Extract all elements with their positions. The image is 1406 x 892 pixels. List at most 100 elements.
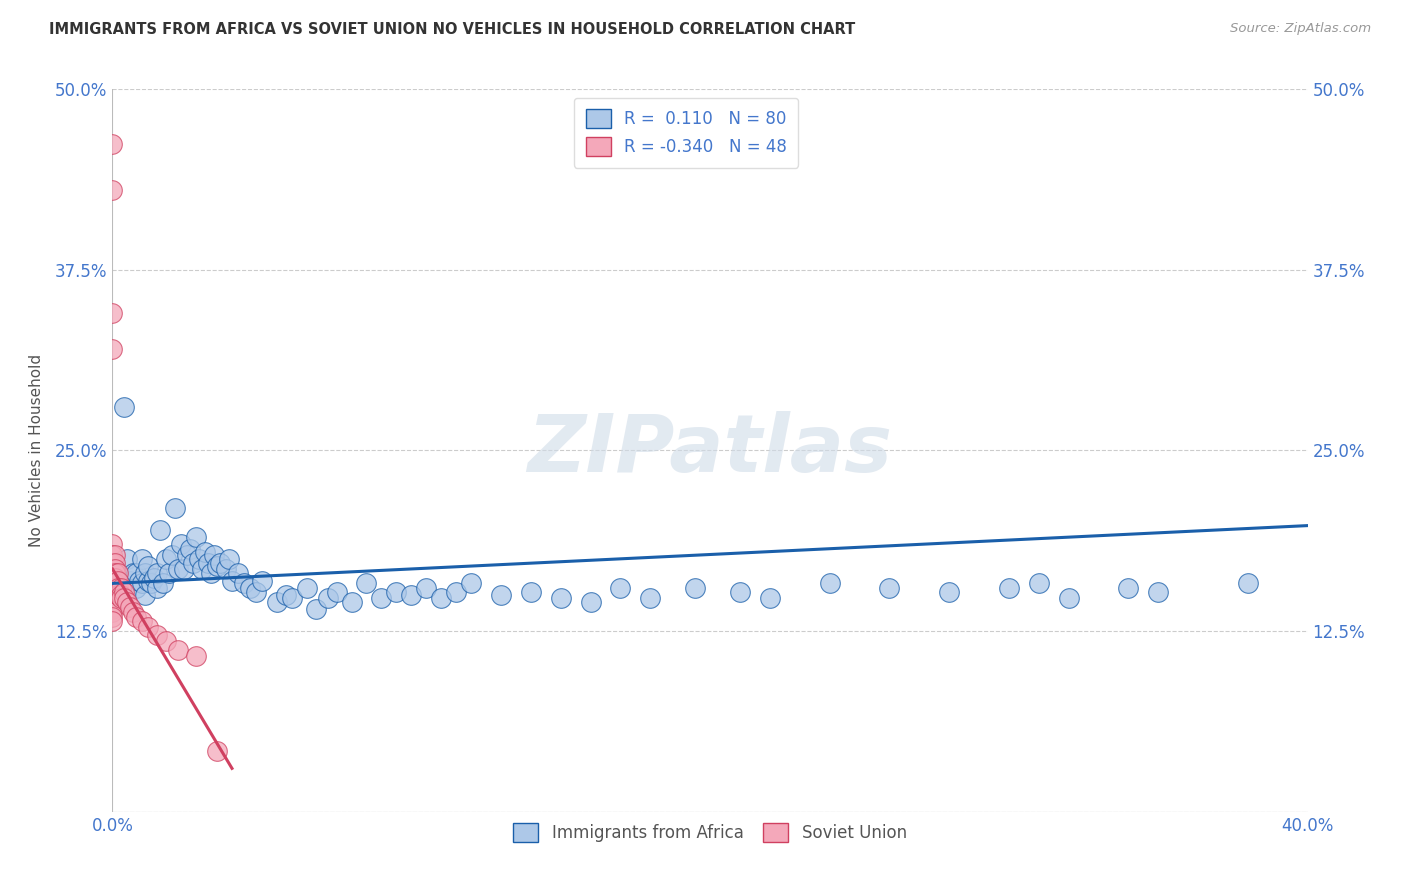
Point [998, 581, 1021, 595]
Point [101, 581, 124, 595]
Point [101, 595, 124, 609]
Point [1057, 591, 1080, 605]
Point [101, 614, 124, 628]
Point [430, 591, 453, 605]
Point [460, 576, 482, 591]
Point [205, 744, 228, 758]
Point [107, 566, 129, 581]
Point [173, 562, 195, 576]
Point [281, 591, 304, 605]
Point [179, 541, 201, 556]
Point [167, 562, 190, 576]
Point [401, 588, 423, 602]
Text: IMMIGRANTS FROM AFRICA VS SOVIET UNION NO VEHICLES IN HOUSEHOLD CORRELATION CHAR: IMMIGRANTS FROM AFRICA VS SOVIET UNION N… [49, 22, 855, 37]
Point [818, 576, 841, 591]
Point [131, 551, 153, 566]
Point [141, 576, 163, 591]
Point [162, 548, 183, 562]
Point [125, 609, 148, 624]
Point [107, 581, 129, 595]
Point [879, 581, 901, 595]
Point [250, 574, 273, 588]
Point [138, 574, 160, 588]
Point [167, 643, 190, 657]
Point [640, 591, 662, 605]
Point [134, 588, 156, 602]
Point [226, 566, 249, 581]
Point [165, 501, 187, 516]
Point [120, 574, 142, 588]
Point [110, 588, 132, 602]
Point [197, 556, 219, 570]
Point [239, 581, 262, 595]
Point [101, 343, 124, 357]
Point [759, 591, 782, 605]
Point [181, 556, 204, 570]
Point [101, 576, 124, 591]
Point [101, 548, 124, 562]
Point [101, 183, 124, 197]
Point [155, 551, 177, 566]
Point [117, 551, 139, 566]
Point [125, 581, 148, 595]
Point [114, 400, 135, 414]
Point [128, 574, 150, 588]
Point [245, 585, 267, 599]
Point [1147, 585, 1170, 599]
Y-axis label: No Vehicles in Household: No Vehicles in Household [30, 354, 44, 547]
Point [104, 585, 127, 599]
Point [110, 591, 132, 605]
Point [188, 551, 211, 566]
Point [233, 576, 256, 591]
Point [325, 585, 347, 599]
Point [176, 548, 198, 562]
Point [104, 581, 127, 595]
Point [101, 591, 124, 605]
Point [1028, 576, 1050, 591]
Point [131, 614, 153, 628]
Point [117, 595, 139, 609]
Point [101, 602, 124, 616]
Point [104, 562, 127, 576]
Point [120, 599, 142, 614]
Point [415, 581, 437, 595]
Point [444, 585, 467, 599]
Point [104, 571, 127, 585]
Point [186, 648, 208, 663]
Point [101, 562, 124, 576]
Point [385, 585, 408, 599]
Point [609, 581, 631, 595]
Point [146, 628, 169, 642]
Point [101, 566, 124, 581]
Point [101, 571, 124, 585]
Point [104, 548, 127, 562]
Point [170, 537, 193, 551]
Point [215, 562, 238, 576]
Point [200, 566, 222, 581]
Point [274, 588, 297, 602]
Point [1118, 581, 1140, 595]
Point [104, 556, 127, 570]
Point [138, 559, 160, 574]
Point [107, 588, 129, 602]
Point [104, 576, 127, 591]
Point [134, 566, 156, 581]
Point [266, 595, 288, 609]
Point [157, 566, 180, 581]
Point [104, 566, 127, 581]
Point [125, 566, 148, 581]
Point [138, 620, 160, 634]
Point [340, 595, 363, 609]
Point [101, 605, 124, 619]
Point [186, 530, 208, 544]
Point [489, 588, 512, 602]
Point [1237, 576, 1260, 591]
Point [146, 566, 169, 581]
Point [131, 576, 153, 591]
Point [295, 581, 318, 595]
Point [218, 551, 240, 566]
Point [143, 571, 166, 585]
Point [550, 591, 572, 605]
Point [101, 609, 124, 624]
Point [728, 585, 751, 599]
